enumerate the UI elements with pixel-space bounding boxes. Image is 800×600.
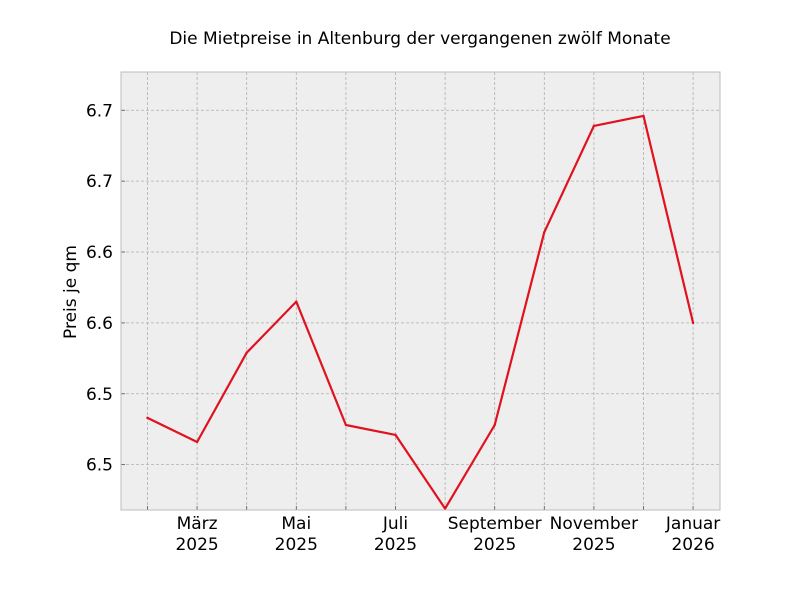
data-point bbox=[592, 124, 596, 128]
x-tick-label: Mai bbox=[281, 514, 311, 534]
x-tick-label: März bbox=[177, 514, 218, 534]
x-tick-label: September bbox=[448, 514, 542, 534]
x-tick-label-year: 2025 bbox=[275, 535, 318, 555]
grid-lines bbox=[121, 72, 720, 510]
y-axis-label: Preis je qm bbox=[61, 245, 81, 339]
x-tick-label: Juli bbox=[382, 514, 408, 534]
data-point bbox=[642, 114, 645, 118]
series-group bbox=[146, 114, 695, 510]
data-point bbox=[543, 230, 546, 234]
y-tick-label: 6.7 bbox=[86, 172, 113, 192]
x-tick-label-year: 2025 bbox=[175, 535, 218, 555]
axis-ticks bbox=[121, 109, 694, 510]
x-tick-label: November bbox=[550, 514, 638, 534]
data-point bbox=[443, 507, 447, 510]
data-point bbox=[493, 423, 496, 427]
plot-area bbox=[121, 72, 720, 510]
data-point bbox=[394, 433, 397, 437]
y-tick-label: 6.7 bbox=[86, 101, 113, 121]
x-tick-label-year: 2026 bbox=[671, 535, 714, 555]
x-tick-labels: März2025Mai2025Juli2025September2025Nove… bbox=[175, 514, 720, 555]
data-point bbox=[245, 351, 248, 354]
y-tick-label: 6.6 bbox=[86, 314, 113, 334]
series-line bbox=[146, 114, 695, 510]
data-point bbox=[195, 440, 199, 444]
x-tick-label: Januar bbox=[665, 514, 720, 534]
x-tick-label-year: 2025 bbox=[374, 535, 417, 555]
data-point bbox=[344, 423, 348, 427]
x-tick-label-year: 2025 bbox=[473, 535, 516, 555]
x-tick-label-year: 2025 bbox=[572, 535, 615, 555]
y-tick-label: 6.5 bbox=[86, 385, 113, 405]
plot-frame bbox=[120, 71, 721, 511]
data-point bbox=[691, 321, 695, 325]
y-tick-labels: 6.5 6.5 6.6 6.6 6.7 6.7 bbox=[86, 101, 113, 475]
chart-title: Die Mietpreise in Altenburg der vergange… bbox=[169, 29, 670, 49]
data-point bbox=[295, 300, 298, 303]
y-tick-label: 6.5 bbox=[86, 456, 113, 476]
y-tick-label: 6.6 bbox=[86, 243, 113, 263]
data-point bbox=[146, 416, 149, 420]
